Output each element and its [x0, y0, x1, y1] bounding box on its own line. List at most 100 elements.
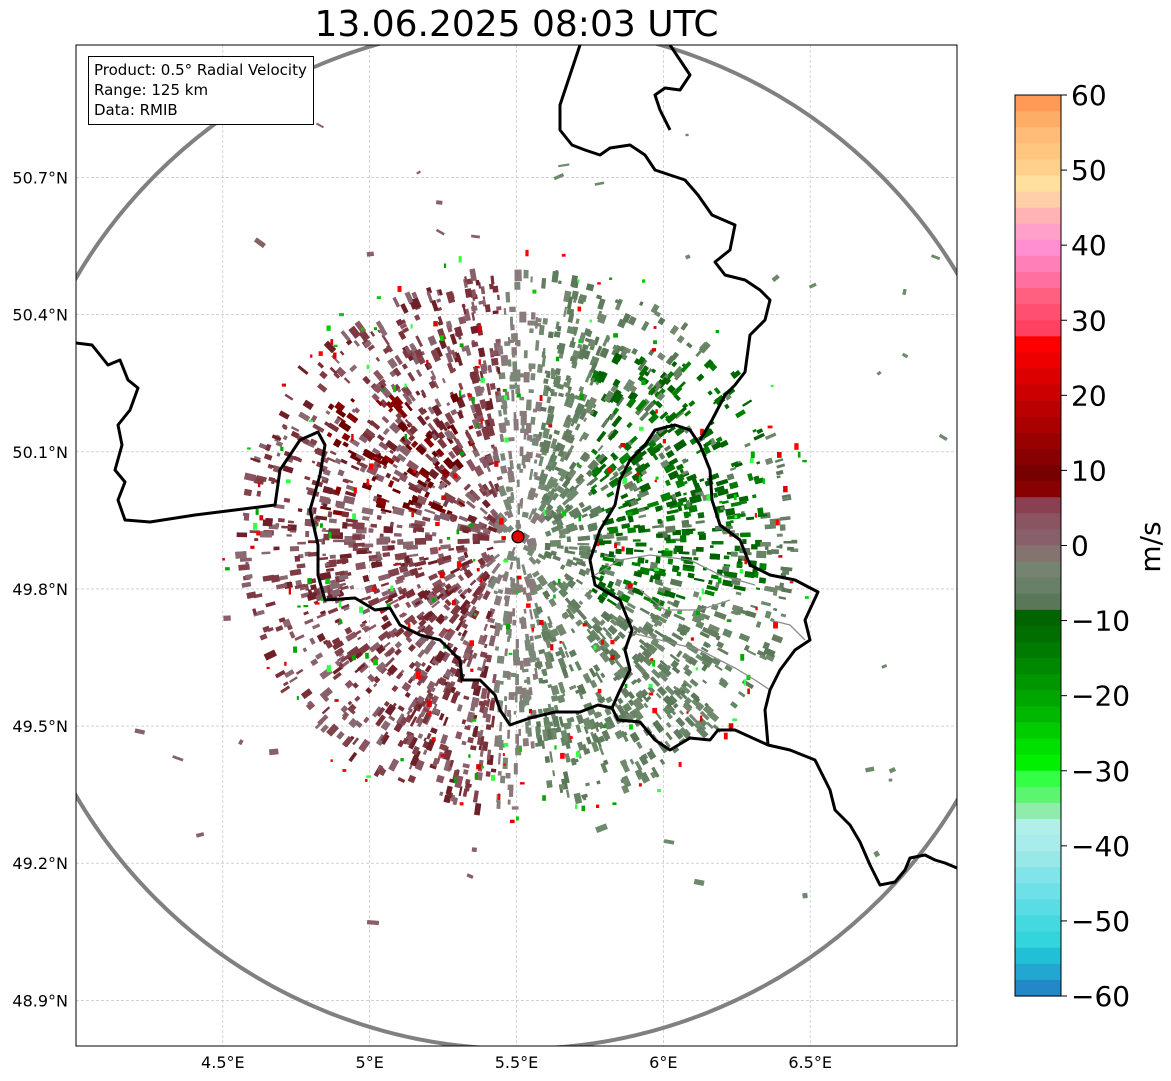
echo-pixel — [589, 667, 597, 678]
echo-pixel — [430, 695, 439, 705]
echo-pixel — [457, 500, 466, 507]
echo-pixel — [429, 546, 439, 555]
echo-pixel — [525, 592, 533, 602]
echo-pixel — [427, 559, 438, 566]
luxembourg-border — [588, 423, 820, 746]
echo-pixel — [478, 534, 490, 541]
echo-pixel — [555, 485, 565, 494]
echo-pixel — [607, 648, 621, 662]
echo-pixel — [675, 594, 686, 600]
echo-pixel — [506, 612, 513, 624]
echo-pixel — [463, 551, 469, 559]
echo-pixel — [529, 438, 537, 443]
echo-pixel — [676, 381, 686, 392]
echo-pixel — [631, 471, 643, 481]
echo-pixel — [267, 627, 274, 632]
echo-pixel — [482, 459, 489, 466]
echo-pixel — [428, 573, 439, 581]
echo-pixel — [511, 546, 516, 555]
echo-pixel — [529, 368, 532, 372]
echo-pixel — [385, 472, 392, 479]
echo-pixel — [777, 452, 782, 458]
echo-pixel — [662, 664, 671, 671]
echo-pixel — [406, 710, 411, 716]
echo-pixel — [340, 585, 349, 591]
echo-pixel — [603, 568, 615, 577]
echo-pixel — [534, 493, 539, 498]
echo-pixel — [364, 595, 372, 601]
echo-pixel — [558, 716, 564, 726]
echo-pixel — [557, 468, 567, 478]
echo-pixel — [419, 669, 428, 678]
echo-pixel — [636, 497, 642, 502]
echo-pixel — [468, 754, 471, 758]
echo-pixel — [549, 539, 562, 547]
echo-pixel — [711, 657, 722, 666]
echo-pixel — [568, 649, 577, 658]
echo-pixel — [684, 697, 692, 705]
echo-pixel — [669, 325, 679, 336]
echo-pixel — [408, 425, 418, 435]
echo-pixel — [437, 431, 446, 440]
echo-pixel — [542, 347, 546, 358]
echo-pixel — [443, 572, 456, 582]
echo-pixel — [558, 280, 562, 285]
echo-pixel — [454, 775, 464, 789]
echo-pixel — [562, 416, 573, 429]
echo-pixel — [521, 564, 527, 576]
echo-pixel — [439, 480, 447, 489]
echo-pixel — [605, 696, 613, 704]
radar-site-marker[interactable] — [511, 530, 525, 544]
echo-pixel — [472, 725, 479, 738]
echo-pixel — [624, 683, 628, 688]
echo-pixel — [319, 610, 327, 616]
echo-pixel — [343, 495, 356, 505]
echo-pixel — [488, 635, 496, 647]
echo-pixel — [494, 461, 499, 467]
echo-pixel — [506, 511, 514, 519]
echo-pixel — [564, 504, 572, 511]
echo-pixel — [304, 618, 314, 625]
echo-pixel — [376, 399, 383, 407]
echo-pixel — [504, 587, 512, 595]
echo-pixel — [746, 674, 751, 681]
echo-pixel — [643, 702, 649, 709]
echo-pixel — [541, 679, 549, 684]
echo-pixel — [317, 383, 328, 393]
echo-pixel — [450, 686, 456, 694]
echo-pixel — [373, 588, 381, 595]
echo-pixel — [261, 551, 271, 555]
echo-pixel — [627, 583, 633, 589]
echo-pixel — [377, 573, 391, 582]
echo-pixel — [509, 316, 514, 327]
echo-pixel — [265, 443, 272, 452]
echo-pixel — [524, 429, 529, 436]
echo-pixel — [534, 661, 543, 669]
echo-pixel — [787, 546, 794, 551]
echo-pixel — [437, 316, 444, 326]
echo-pixel — [444, 598, 452, 607]
echo-pixel — [378, 379, 387, 389]
echo-pixel — [334, 699, 339, 702]
echo-pixel — [636, 492, 645, 499]
echo-pixel — [627, 391, 639, 402]
echo-pixel — [797, 451, 801, 458]
echo-pixel — [695, 702, 705, 712]
echo-pixel — [704, 702, 709, 707]
echo-pixel — [195, 832, 205, 838]
echo-pixel — [585, 736, 592, 745]
echo-pixel — [634, 768, 644, 778]
echo-pixel — [617, 712, 627, 721]
echo-pixel — [317, 539, 323, 542]
echo-pixel — [479, 651, 488, 659]
echo-pixel — [686, 711, 689, 714]
echo-pixel — [276, 582, 288, 590]
echo-pixel — [729, 466, 737, 471]
echo-pixel — [507, 471, 515, 483]
echo-pixel — [711, 541, 724, 545]
echo-pixel — [690, 487, 704, 498]
echo-pixel — [595, 378, 602, 384]
echo-pixel — [522, 587, 527, 595]
echo-pixel — [569, 340, 576, 349]
